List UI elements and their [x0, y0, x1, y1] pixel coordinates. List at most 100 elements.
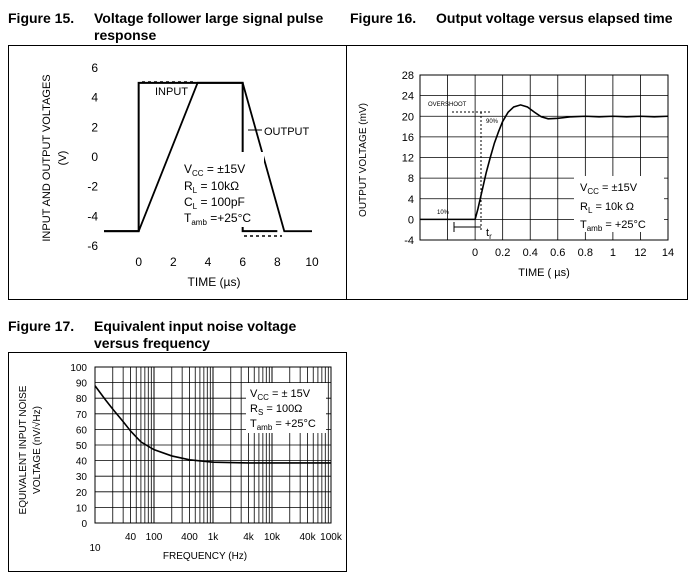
figure17-y-tick-label: 0 — [81, 519, 87, 530]
figure17-title-line2: versus frequency — [94, 335, 210, 351]
figure17-title-line1: Equivalent input noise voltage — [94, 318, 297, 334]
figure17-y-tick-label: 90 — [76, 379, 88, 390]
figure16-x-tick-label: 0.4 — [523, 247, 538, 259]
figure15-x-tick-label: 6 — [239, 255, 246, 269]
figure15-y-tick-label: -2 — [87, 180, 98, 194]
figure17-y-tick-label: 40 — [76, 457, 88, 468]
rise-time-label: tr — [486, 227, 492, 241]
figure16-x-tick-label: 0.6 — [550, 247, 565, 259]
figure17-x-tick-label: 10 — [89, 543, 101, 554]
figure16-y-tick-label: 4 — [408, 194, 414, 206]
figure15-title-line2: response — [94, 27, 157, 43]
figure16-x-tick-label: 12 — [634, 247, 646, 259]
output-series-label: OUTPUT — [264, 126, 310, 138]
figure15-panel — [8, 45, 347, 300]
figure16-y-axis-title: OUTPUT VOLTAGE (mV) — [358, 103, 369, 217]
figure16-title-line1: Output voltage versus elapsed time — [436, 10, 673, 26]
figure15-condition-tamb: Tamb =+25°C — [184, 211, 251, 227]
figure15-y-tick-label: 4 — [91, 91, 98, 105]
figure16-y-tick-label: 12 — [402, 153, 414, 165]
figure16-x-axis-title: TIME ( µs) — [518, 267, 570, 279]
figure15-y-tick-label: 0 — [91, 150, 98, 164]
figure17-title: Figure 17. Equivalent input noise voltage… — [8, 318, 296, 352]
input-series-label: INPUT — [155, 86, 188, 98]
figure16-x-tick-label: 14 — [662, 247, 674, 259]
figure17-x-axis-title: FREQUENCY (Hz) — [163, 551, 247, 562]
figure17-x-tick-label: 10k — [264, 532, 281, 543]
figure16-x-tick-label: 0.8 — [578, 247, 593, 259]
figure16-condition-vcc: VCC = ±15V — [580, 182, 638, 196]
output-series-line — [104, 81, 312, 233]
figure17-condition-vcc: VCC = ± 15V — [250, 388, 311, 402]
figure17-y-axis-title-line2: VOLTAGE (nV/√Hz) — [31, 406, 43, 494]
figure15-conditions-box — [180, 152, 264, 227]
figure15-y-axis-title-line1: INPUT AND OUTPUT VOLTAGES — [41, 74, 53, 241]
noise-voltage-curve — [94, 385, 331, 464]
figure17-y-axis-title-line1: EQUIVALENT INPUT NOISE — [18, 385, 29, 514]
figure17-x-tick-label: 100k — [320, 532, 343, 543]
figure17-y-tick-label: 80 — [76, 394, 88, 405]
figure15-chart: 0 2 4 6 8 10 6 4 2 0 -2 -4 -6 INPUT OUTPUT VCC = ±15… — [41, 61, 319, 289]
figure16-y-tick-label: 24 — [402, 91, 414, 103]
figure17-number: Figure 17. — [8, 318, 75, 334]
figure17-x-tick-label: 40 — [125, 532, 137, 543]
figure15-number: Figure 15. — [8, 10, 75, 26]
figure17-y-tick-label: 20 — [76, 488, 88, 499]
figure17-x-tick-label: 40k — [299, 532, 316, 543]
figure16-conditions-box — [574, 176, 664, 232]
figure17-x-tick-label: 100 — [146, 532, 163, 543]
figure16-title: Figure 16. Output voltage versus elapsed … — [350, 10, 673, 27]
figure15-x-tick-label: 0 — [135, 255, 142, 269]
figure15-x-tick-label: 10 — [305, 255, 319, 269]
figure15-y-axis-title-line2: (V) — [57, 151, 69, 166]
overshoot-label: OVERSHOOT — [428, 102, 467, 108]
figure15-x-tick-label: 4 — [205, 255, 212, 269]
figure16-y-tick-label: 8 — [408, 173, 414, 185]
figure15-title-line1: Voltage follower large signal pulse — [94, 10, 324, 26]
figure15-ticks: 0 2 4 6 8 10 6 4 2 0 -2 -4 -6 — [87, 61, 319, 269]
figure17-y-tick-label: 50 — [76, 441, 88, 452]
figure17-y-tick-label: 70 — [76, 410, 88, 421]
figure15-y-tick-label: -6 — [87, 239, 98, 253]
figure17-x-tick-label: 4k — [243, 532, 255, 543]
figure15-x-tick-label: 2 — [170, 255, 177, 269]
figure15-condition-vcc: VCC = ±15V — [184, 162, 245, 178]
figure16-chart: 28 24 20 16 12 8 4 0 -4 0 0.2 0.4 0.6 0.8 1 12 14 OVERSH… — [358, 70, 674, 279]
figure16-condition-rl: RL = 10k Ω — [580, 201, 634, 215]
figure16-y-tick-label: 0 — [408, 214, 414, 226]
figure15-y-tick-label: -4 — [87, 209, 98, 223]
figure17-grid — [94, 366, 332, 524]
figure15-title: Figure 15. Voltage follower large signal … — [8, 10, 323, 44]
figure16-y-tick-label: -4 — [404, 235, 414, 247]
figure17-y-tick-label: 30 — [76, 472, 88, 483]
figure16-condition-tamb: Tamb = +25°C — [580, 219, 646, 233]
figure17-y-tick-label: 10 — [76, 503, 88, 514]
figure17-condition-rs: RS = 100Ω — [250, 403, 302, 417]
figure16-panel — [346, 45, 688, 300]
figure16-x-tick-label: 0.2 — [495, 247, 510, 259]
figure17-y-tick-label: 100 — [70, 363, 87, 374]
figure17-x-tick-label: 1k — [208, 532, 220, 543]
figure17-conditions-box — [246, 383, 326, 433]
figure16-number: Figure 16. — [350, 10, 417, 26]
figure15-condition-cl: CL = 100pF — [184, 195, 245, 211]
figure16-y-tick-label: 20 — [402, 111, 414, 123]
figure16-ticks: 28 24 20 16 12 8 4 0 -4 0 0.2 0.4 0.6 0.8 1 12 14 — [402, 70, 674, 259]
figure15-condition-rl: RL = 10kΩ — [184, 179, 239, 195]
figure16-x-tick-label: 0 — [472, 247, 478, 259]
figure15-x-axis-title: TIME (µs) — [188, 275, 241, 289]
figure15-x-tick-label: 8 — [274, 255, 281, 269]
figure15-y-tick-label: 6 — [91, 61, 98, 75]
figure17-y-tick-label: 60 — [76, 425, 88, 436]
figure17-x-tick-label: 400 — [181, 532, 198, 543]
figure15-y-tick-label: 2 — [91, 120, 98, 134]
figure16-x-tick-label: 1 — [610, 247, 616, 259]
figure16-y-tick-label: 16 — [402, 132, 414, 144]
ninety-percent-label: 90% — [486, 119, 499, 125]
figure16-y-tick-label: 28 — [402, 70, 414, 82]
ten-percent-label: 10% — [437, 210, 450, 216]
output-voltage-curve — [420, 104, 669, 221]
